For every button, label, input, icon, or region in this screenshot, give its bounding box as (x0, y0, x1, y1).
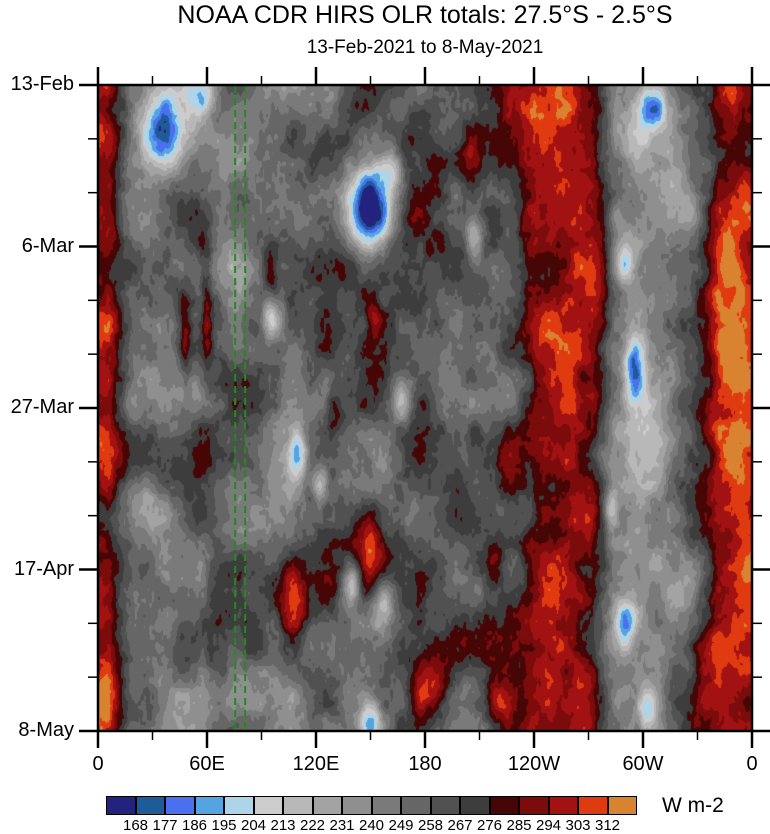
colorbar-tick-label: 312 (594, 817, 621, 834)
colorbar-cell (548, 796, 578, 815)
colorbar-cell (460, 796, 490, 815)
y-tick-label: 27-Mar (10, 396, 74, 418)
colorbar-tick-label: 285 (506, 817, 532, 834)
y-tick-label: 8-May (18, 719, 74, 741)
x-tick-label: 120E (292, 753, 340, 775)
colorbar-tick-label: 249 (388, 817, 414, 834)
colorbar-tick-label: 213 (270, 817, 296, 834)
colorbar-tick-label: 177 (152, 817, 178, 834)
colorbar-tick-label: 195 (211, 817, 237, 834)
colorbar-cell (371, 796, 401, 815)
colorbar (106, 796, 637, 815)
colorbar-cell (430, 796, 460, 815)
colorbar-cell (342, 796, 372, 815)
colorbar-cell (135, 796, 165, 815)
colorbar-tick-label: 294 (535, 817, 562, 834)
colorbar-tick-label: 168 (122, 817, 149, 834)
colorbar-tick-label: 204 (240, 817, 267, 834)
colorbar-cell (224, 796, 254, 815)
colorbar-cell (519, 796, 549, 815)
colorbar-tick-label: 231 (329, 817, 355, 834)
y-tick-label: 13-Feb (10, 73, 74, 95)
colorbar-cell (401, 796, 431, 815)
colorbar-cell (194, 796, 224, 815)
y-tick-label: 6-Mar (21, 234, 74, 257)
chart-title: NOAA CDR HIRS OLR totals: 27.5°S - 2.5°S (177, 1, 673, 29)
chart-subtitle: 13-Feb-2021 to 8-May-2021 (306, 37, 544, 58)
colorbar-tick-label: 267 (447, 817, 473, 834)
colorbar-tick-label: 186 (181, 817, 208, 834)
colorbar-tick-label: 258 (417, 817, 444, 834)
y-tick-label: 17-Apr (13, 557, 74, 580)
x-tick-label: 60W (622, 753, 664, 775)
heatmap-canvas (98, 85, 752, 731)
colorbar-cell (253, 796, 283, 815)
x-tick-label: 60E (189, 753, 225, 775)
colorbar-tick-label: 303 (565, 817, 591, 834)
colorbar-tick-label: 240 (358, 817, 385, 834)
colorbar-cell (578, 796, 608, 815)
colorbar-cell (283, 796, 313, 815)
x-tick-label: 0 (746, 753, 758, 775)
x-tick-label: 0 (92, 753, 104, 775)
colorbar-cell (312, 796, 342, 815)
colorbar-tick-label: 222 (299, 817, 326, 834)
colorbar-cell (165, 796, 195, 815)
colorbar-cell (106, 796, 136, 815)
colorbar-tick-label: 276 (476, 817, 503, 834)
colorbar-cell (607, 796, 637, 815)
x-tick-label: 120W (507, 753, 561, 775)
x-tick-label: 180 (408, 753, 442, 775)
colorbar-cell (489, 796, 519, 815)
units-label: W m-2 (662, 794, 724, 817)
